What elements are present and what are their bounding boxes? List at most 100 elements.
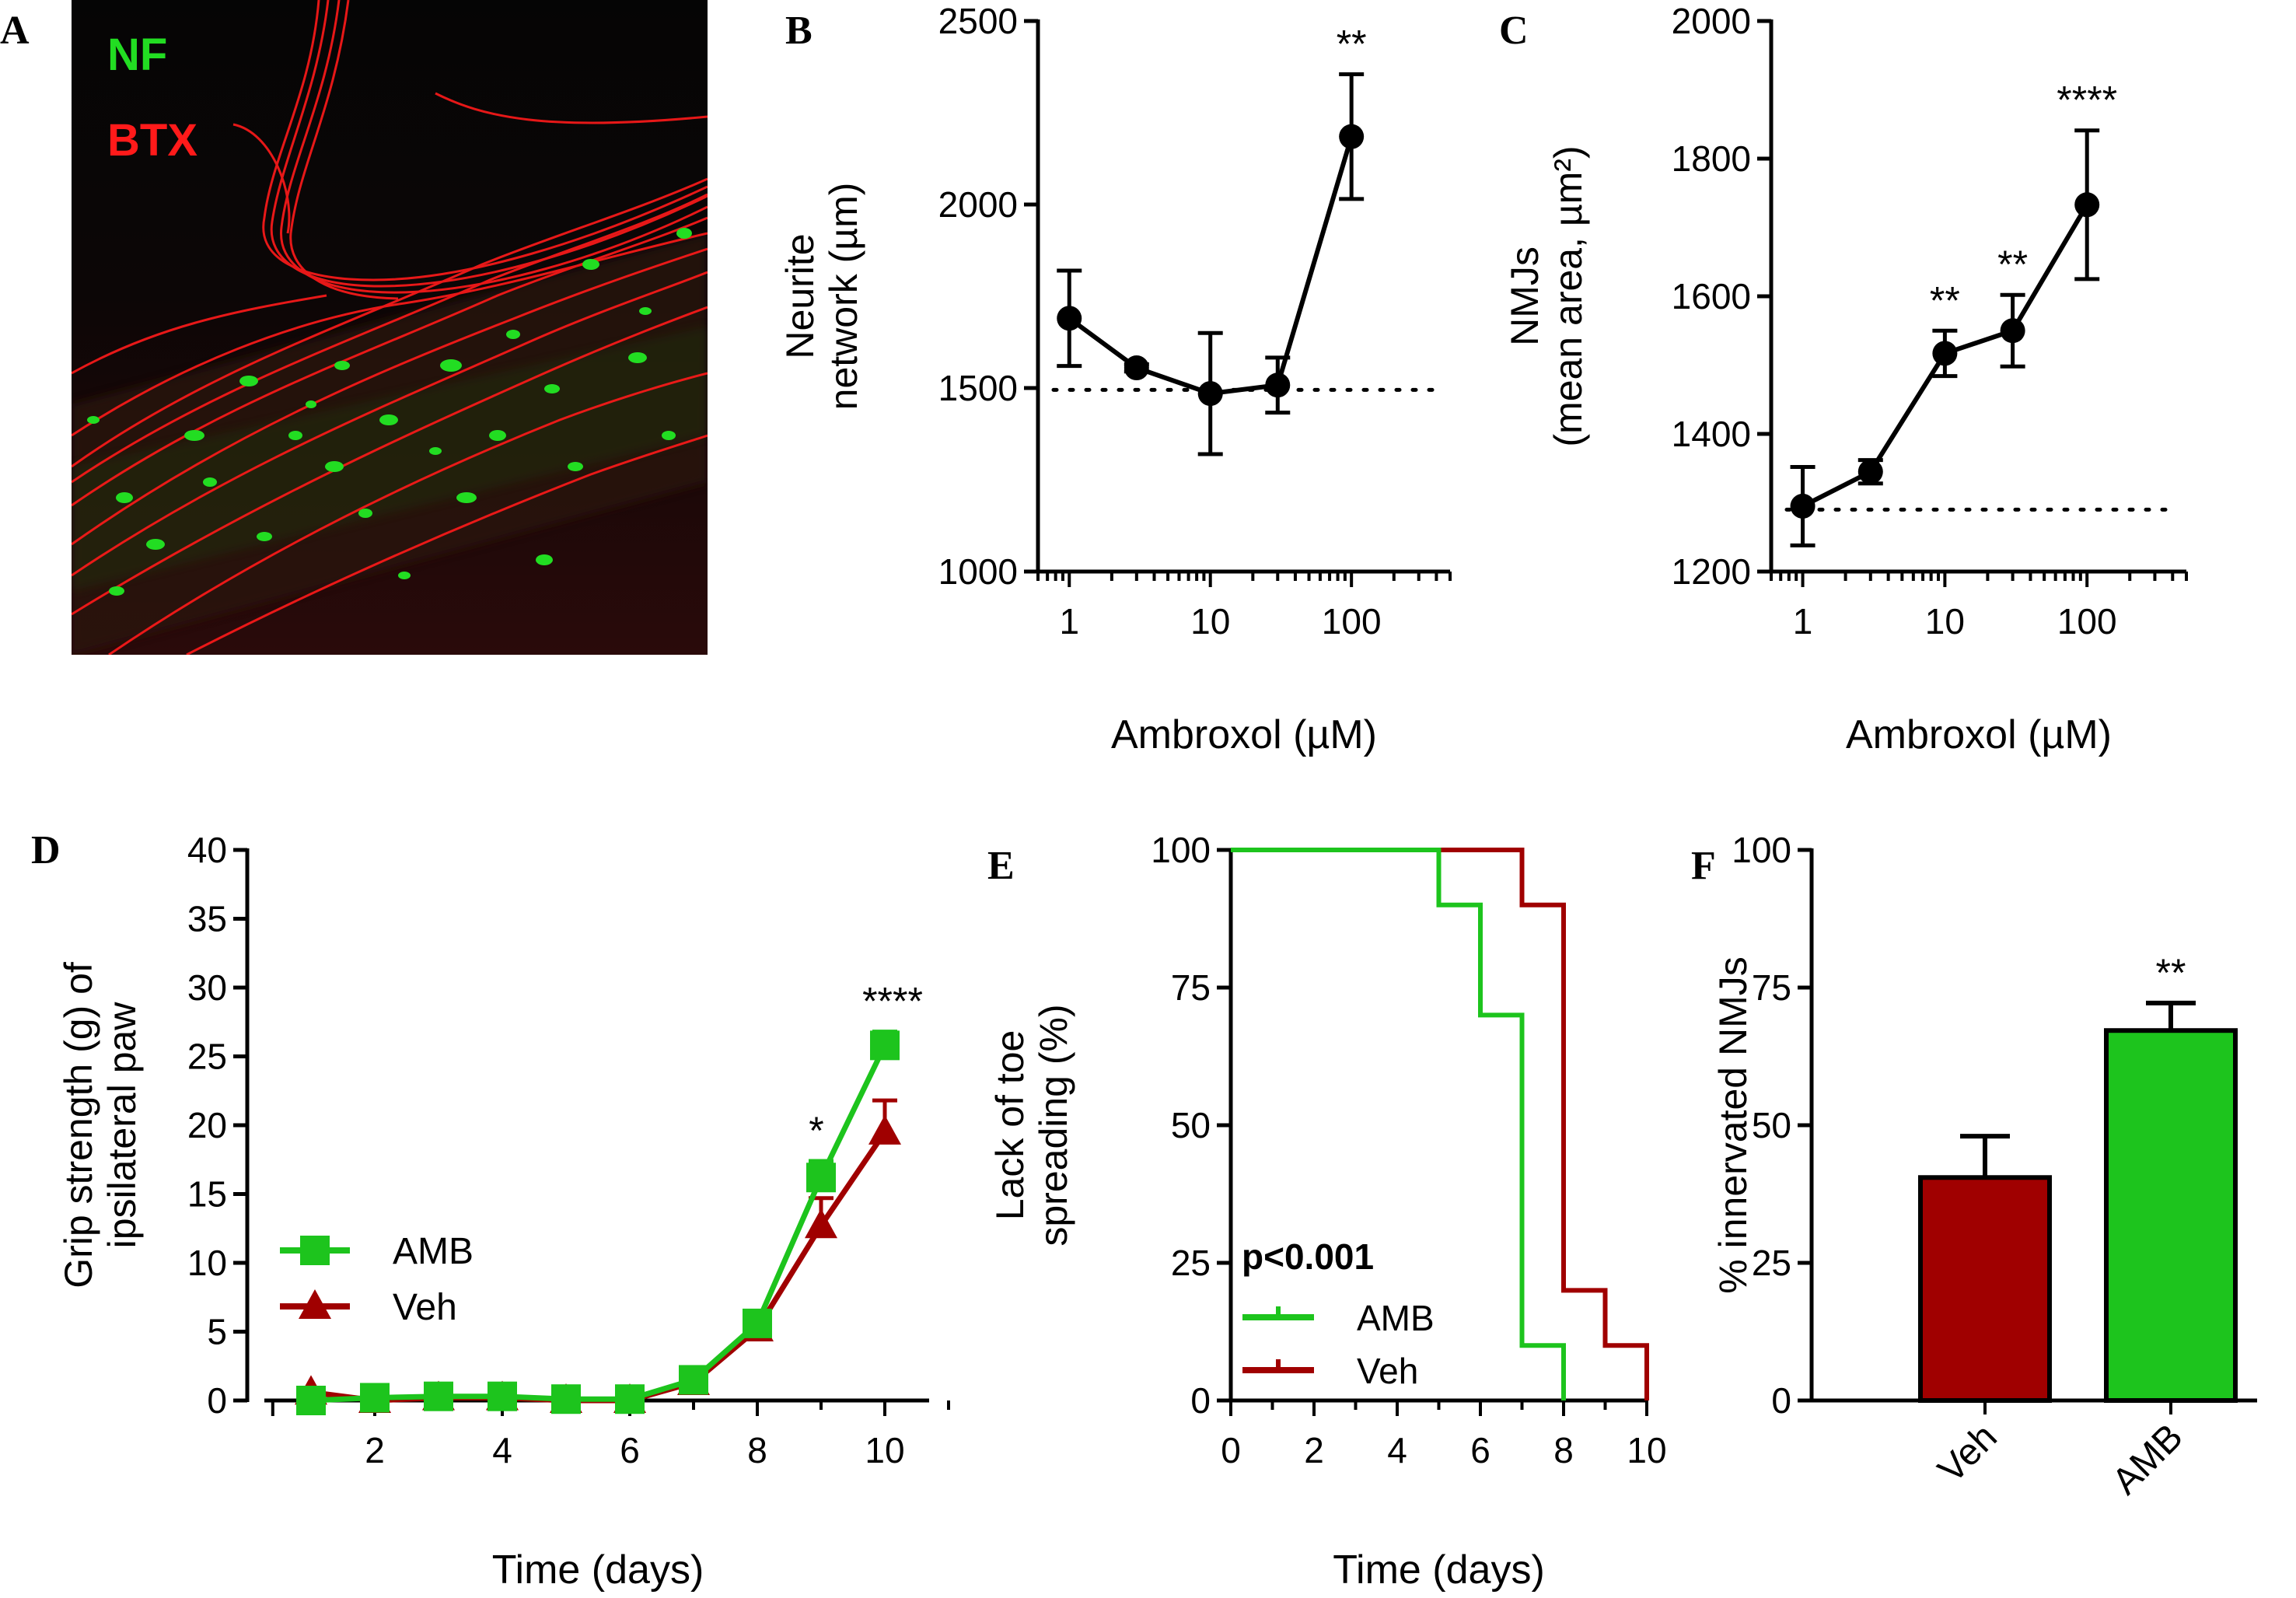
- y-tick-label: 20: [187, 1105, 227, 1145]
- y-axis-title: Lack of toe: [988, 1030, 1032, 1221]
- x-tick-label: 2: [365, 1430, 385, 1470]
- bar-amb: [2104, 1028, 2238, 1403]
- x-category-label: AMB: [2105, 1416, 2191, 1502]
- x-tick-label: 6: [620, 1430, 640, 1470]
- data-point-square: [551, 1384, 581, 1414]
- data-point: [1932, 341, 1958, 366]
- y-tick-label: 40: [187, 830, 227, 870]
- x-tick-label: 100: [2057, 601, 2117, 642]
- y-tick-label: 1200: [1672, 551, 1751, 592]
- panel-letter-e: E: [987, 844, 1015, 888]
- data-point: [1265, 372, 1291, 398]
- significance-label: *: [809, 1109, 823, 1152]
- y-tick-label: 25: [1752, 1243, 1791, 1283]
- chart-c: 1 10 100 1200 1400 1600 1800 2000 NMJs (mean area…: [1503, 1, 2188, 757]
- y-axis-title: network (µm): [822, 183, 865, 411]
- data-point: [2000, 318, 2025, 344]
- x-tick-label: 4: [1387, 1430, 1407, 1470]
- survival-curve-amb: [1231, 848, 1566, 1400]
- y-tick-label: 5: [207, 1312, 227, 1352]
- y-tick-label: 100: [1151, 830, 1211, 870]
- data-point-square: [679, 1365, 708, 1395]
- y-tick-label: 15: [187, 1174, 227, 1215]
- bar-veh: [1918, 1175, 2052, 1403]
- chart-d: 2 4 6 8 10 0 5 10 15 20 25 30 35 40 Grip strength (g) …: [57, 830, 950, 1593]
- y-tick-label: 25: [1171, 1243, 1211, 1283]
- y-tick-label: 1500: [938, 368, 1018, 408]
- legend-label: Veh: [1357, 1351, 1418, 1391]
- data-point-square: [296, 1386, 326, 1415]
- survival-curve-veh: [1231, 848, 1649, 1400]
- y-tick-label: 0: [1771, 1380, 1791, 1421]
- panel-a-micrograph: NF BTX: [72, 0, 708, 655]
- legend-marker-square: [300, 1236, 330, 1265]
- significance-label: **: [1337, 22, 1367, 65]
- x-tick-label: 2: [1304, 1430, 1324, 1470]
- data-point: [2074, 192, 2100, 218]
- x-tick-label: 100: [1322, 601, 1382, 642]
- data-point-square: [424, 1381, 453, 1411]
- significance-label: ****: [862, 980, 923, 1023]
- data-point-square: [870, 1030, 900, 1061]
- label-nf: NF: [107, 30, 167, 80]
- series-line-amb: [310, 1044, 888, 1404]
- y-tick-label: 1800: [1672, 138, 1751, 179]
- x-category-label: Veh: [1931, 1416, 2005, 1491]
- significance-label: **: [1930, 278, 1960, 322]
- data-point: [1197, 381, 1223, 407]
- legend: AMB Veh: [280, 1231, 474, 1328]
- panel-letter-f: F: [1691, 844, 1716, 888]
- x-tick-label: 10: [865, 1430, 904, 1470]
- legend: AMB Veh: [1242, 1298, 1435, 1391]
- data-point-square: [743, 1308, 772, 1338]
- legend-marker-triangle: [299, 1289, 331, 1319]
- panel-letter-b: B: [785, 9, 813, 53]
- y-tick-label: 0: [207, 1380, 227, 1421]
- data-point: [1124, 355, 1149, 381]
- y-tick-label: 10: [187, 1243, 227, 1283]
- x-axis-title: Ambroxol (µM): [1111, 712, 1377, 757]
- significance-label: **: [2156, 951, 2186, 995]
- panel-letter-d: D: [31, 828, 61, 872]
- x-tick-label: 8: [747, 1430, 767, 1470]
- y-axis-title: Grip strength (g) of: [57, 962, 100, 1289]
- x-axis-title: Time (days): [492, 1547, 704, 1593]
- p-value-label: p<0.001: [1242, 1236, 1374, 1277]
- x-tick-label: 1: [1793, 601, 1813, 642]
- y-tick-label: 35: [187, 899, 227, 939]
- chart-f: 0 25 50 75 100 % innervated NMJs Veh AMB **: [1711, 830, 2257, 1502]
- data-point: [1790, 493, 1815, 519]
- panel-letter-c: C: [1499, 9, 1529, 53]
- data-point-square: [488, 1381, 517, 1411]
- x-tick-label: 4: [492, 1430, 512, 1470]
- data-point-square: [615, 1384, 645, 1414]
- y-tick-label: 100: [1732, 830, 1791, 870]
- y-tick-label: 50: [1752, 1105, 1791, 1145]
- legend-label: AMB: [393, 1231, 474, 1272]
- x-tick-label: 6: [1470, 1430, 1490, 1470]
- x-tick-label: 1: [1059, 601, 1079, 642]
- data-point: [1339, 124, 1365, 149]
- y-tick-label: 1400: [1672, 414, 1751, 454]
- legend-label: Veh: [393, 1287, 457, 1328]
- y-tick-label: 25: [187, 1037, 227, 1077]
- x-axis-title: Time (days): [1333, 1547, 1545, 1593]
- y-axis-title: Neurite: [778, 233, 822, 358]
- y-tick-label: 2000: [1672, 1, 1751, 41]
- y-tick-label: 1000: [938, 551, 1018, 592]
- legend-label: AMB: [1357, 1298, 1435, 1338]
- y-axis-title: (mean area, µm²): [1546, 145, 1590, 446]
- y-tick-label: 0: [1190, 1380, 1211, 1421]
- y-tick-label: 30: [187, 967, 227, 1008]
- data-point-square: [360, 1383, 390, 1413]
- y-axis-title: NMJs: [1503, 247, 1546, 346]
- y-tick-label: 1600: [1672, 276, 1751, 316]
- y-tick-label: 2000: [938, 184, 1018, 225]
- x-tick-label: 0: [1221, 1430, 1241, 1470]
- y-tick-label: 75: [1752, 967, 1791, 1008]
- x-tick-label: 10: [1190, 601, 1230, 642]
- y-axis-title: spreading (%): [1032, 1004, 1075, 1246]
- significance-label: **: [1997, 243, 2028, 286]
- x-tick-label: 8: [1553, 1430, 1574, 1470]
